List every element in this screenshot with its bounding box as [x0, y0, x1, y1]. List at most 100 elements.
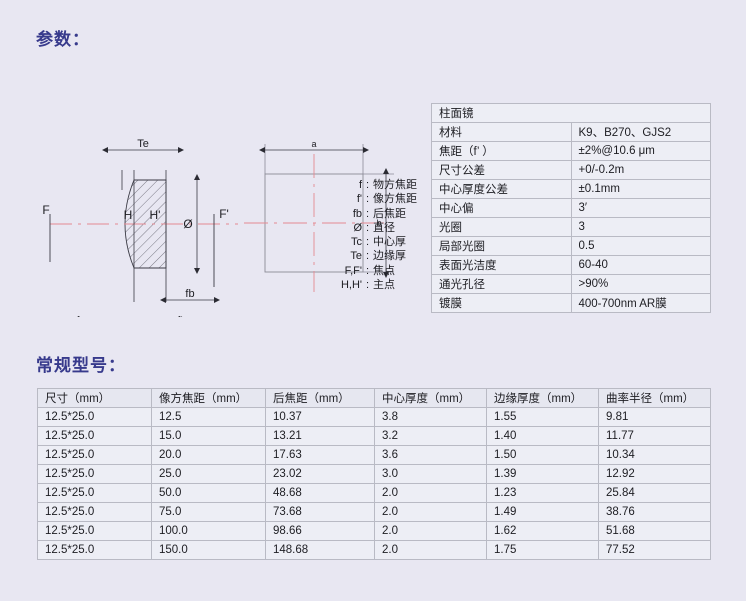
label-f-focal: F	[42, 203, 49, 217]
table-row: 表面光洁度 60-40	[431, 255, 711, 275]
table-cell: 148.68	[265, 540, 375, 560]
legend-description: 边缘厚	[373, 250, 406, 263]
label-a: a	[311, 139, 316, 149]
table-cell: 1.23	[486, 483, 599, 503]
table-cell: 12.92	[598, 464, 711, 484]
parameter-name: 镀膜	[431, 293, 572, 313]
parameter-name: 中心偏	[431, 198, 572, 218]
table-cell: 11.77	[598, 426, 711, 446]
table-row: 通光孔径 >90%	[431, 274, 711, 294]
table-row: 镀膜 400-700nm AR膜	[431, 293, 711, 313]
table-cell: 2.0	[374, 521, 487, 541]
column-header: 边缘厚度（mm）	[486, 388, 599, 408]
table-cell: 1.40	[486, 426, 599, 446]
table-row: 材料 K9、B270、GJS2	[431, 122, 711, 142]
parameter-name: 表面光洁度	[431, 255, 572, 275]
legend-item: H,H': 主点	[328, 278, 417, 292]
legend-symbol: Tc	[351, 236, 362, 249]
table-row: 中心偏 3′	[431, 198, 711, 218]
label-te: Te	[137, 138, 149, 150]
table-cell: 50.0	[151, 483, 266, 503]
table-cell: 75.0	[151, 502, 266, 522]
parameter-value: 3	[570, 217, 711, 237]
legend-description: 主点	[373, 279, 395, 292]
parameter-value: 60-40	[570, 255, 711, 275]
table-cell: 12.5*25.0	[37, 426, 152, 446]
legend-separator: :	[365, 207, 370, 220]
table-cell: 100.0	[151, 521, 266, 541]
table-cell: 1.39	[486, 464, 599, 484]
table-cell: 12.5*25.0	[37, 483, 152, 503]
legend-item: Tc: 中心厚	[328, 235, 417, 249]
table-cell: 12.5*25.0	[37, 445, 152, 465]
table-cell: 51.68	[598, 521, 711, 541]
table-cell: 20.0	[151, 445, 266, 465]
table-row: 12.5*25.0 20.0 17.63 3.6 1.50 10.34	[37, 445, 711, 465]
table-cell: 12.5	[151, 407, 266, 427]
parameter-name: 光圈	[431, 217, 572, 237]
legend-separator: :	[365, 236, 370, 249]
parameter-name: 中心厚度公差	[431, 179, 572, 199]
table-cell: 2.0	[374, 483, 487, 503]
table-row: 12.5*25.0 25.0 23.02 3.0 1.39 12.92	[37, 464, 711, 484]
table-cell: 38.76	[598, 502, 711, 522]
parameter-value: 3′	[570, 198, 711, 218]
legend-separator: :	[365, 179, 370, 191]
parameter-value: ±2%@10.6 μm	[570, 141, 711, 161]
table-cell: 3.2	[374, 426, 487, 446]
legend-description: 中心厚	[373, 236, 406, 249]
table-row: 12.5*25.0 15.0 13.21 3.2 1.40 11.77	[37, 426, 711, 446]
table-cell: 150.0	[151, 540, 266, 560]
legend-symbol: F,F'	[344, 264, 362, 277]
table-cell: 9.81	[598, 407, 711, 427]
label-f-prime-focal: F'	[219, 207, 229, 221]
table-cell: 77.52	[598, 540, 711, 560]
table-cell: 23.02	[265, 464, 375, 484]
label-fb: fb	[185, 288, 194, 300]
page-title-models: 常规型号：	[36, 356, 126, 375]
table-cell: 13.21	[265, 426, 375, 446]
table-cell: 25.0	[151, 464, 266, 484]
table-cell: 12.5*25.0	[37, 407, 152, 427]
parameter-name: 焦距（f’ ）	[431, 141, 572, 161]
table-header-row: 尺寸（mm） 像方焦距（mm） 后焦距（mm） 中心厚度（mm） 边缘厚度（mm） 曲率半…	[37, 388, 711, 408]
table-cell: 25.84	[598, 483, 711, 503]
legend-symbol: fb	[352, 207, 362, 220]
parameter-value: ±0.1mm	[570, 179, 711, 199]
diagram-legend: f: 物方焦距 f': 像方焦距 fb: 后焦距 Ø: 直径 Tc: 中心厚 Te: 边缘厚 F,F':…	[328, 178, 417, 292]
label-h-prime: H'	[150, 208, 161, 222]
table-row: 局部光圈 0.5	[431, 236, 711, 256]
parameters-table: 柱面镜 材料 K9、B270、GJS2 焦距（f’ ） ±2%@10.6 μm 尺寸公差…	[431, 103, 711, 313]
parameter-name: 局部光圈	[431, 236, 572, 256]
parameter-name: 材料	[431, 122, 572, 142]
column-header: 后焦距（mm）	[265, 388, 375, 408]
table-cell: 2.0	[374, 540, 487, 560]
models-table-container: 尺寸（mm） 像方焦距（mm） 后焦距（mm） 中心厚度（mm） 边缘厚度（mm） 曲率半…	[37, 388, 711, 560]
legend-separator: :	[365, 264, 370, 277]
legend-symbol: Te	[350, 250, 362, 263]
table-cell: 10.37	[265, 407, 375, 427]
legend-item: Te: 边缘厚	[328, 249, 417, 263]
table-row: 12.5*25.0 12.5 10.37 3.8 1.55 9.81	[37, 407, 711, 427]
table-cell: 1.55	[486, 407, 599, 427]
table-cell: 17.63	[265, 445, 375, 465]
table-cell: 15.0	[151, 426, 266, 446]
table-cell: 12.5*25.0	[37, 521, 152, 541]
table-cell: 48.68	[265, 483, 375, 503]
label-f: f	[76, 315, 80, 317]
legend-separator: :	[365, 279, 370, 292]
legend-description: 物方焦距	[373, 179, 417, 191]
models-table-head: 尺寸（mm） 像方焦距（mm） 后焦距（mm） 中心厚度（mm） 边缘厚度（mm） 曲率半…	[37, 388, 711, 408]
table-row: 焦距（f’ ） ±2%@10.6 μm	[431, 141, 711, 161]
legend-item: f: 物方焦距	[328, 178, 417, 192]
table-row: 光圈 3	[431, 217, 711, 237]
legend-description: 直径	[373, 221, 395, 234]
label-diameter: Ø	[183, 217, 192, 231]
label-f-prime: f'	[177, 315, 182, 317]
legend-description: 后焦距	[373, 207, 406, 220]
table-row: 12.5*25.0 50.0 48.68 2.0 1.23 25.84	[37, 483, 711, 503]
table-cell: 12.5*25.0	[37, 540, 152, 560]
parameter-value: 400-700nm AR膜	[570, 293, 711, 313]
table-cell: 1.75	[486, 540, 599, 560]
legend-symbol: Ø	[353, 221, 362, 234]
